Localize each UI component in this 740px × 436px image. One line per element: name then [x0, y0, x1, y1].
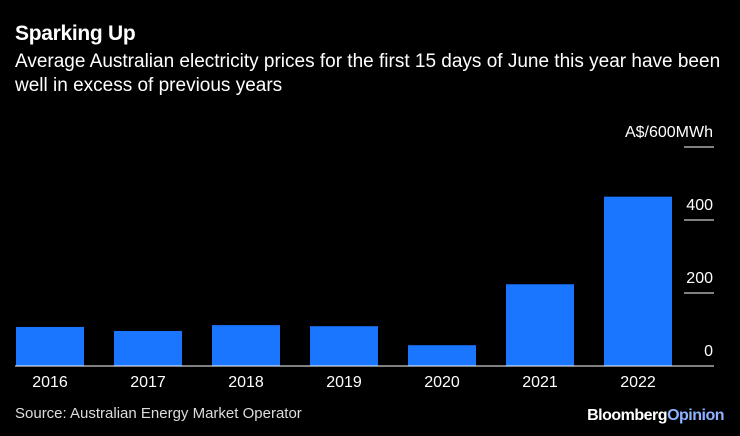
x-tick-label: 2021 — [522, 374, 558, 391]
brand: Bloomberg — [587, 407, 667, 424]
bar — [212, 325, 280, 366]
x-tick-label: 2020 — [424, 374, 460, 391]
x-tick-label: 2017 — [130, 374, 166, 391]
source: Source: Australian Energy Market Operato… — [15, 405, 302, 422]
x-tick-label: 2019 — [326, 374, 362, 391]
y-tick-label: 200 — [686, 270, 713, 287]
brand-logo: BloombergOpinion — [587, 407, 724, 424]
bar — [408, 345, 476, 366]
brand-suffix: Opinion — [667, 407, 724, 424]
bar — [16, 326, 84, 366]
x-tick-label: 2018 — [228, 374, 264, 391]
x-tick-label: 2016 — [32, 374, 68, 391]
bar — [114, 330, 182, 366]
y-tick-label: 400 — [686, 197, 713, 214]
chart-title: Sparking Up — [15, 22, 136, 45]
y-tick-label: 0 — [704, 343, 713, 360]
y-tick-label: A$/600MWh — [625, 124, 713, 141]
bar — [310, 326, 378, 366]
x-tick-label: 2022 — [620, 374, 656, 391]
bar — [604, 196, 672, 366]
bar — [506, 284, 574, 366]
chart-subtitle: Average Australian electricity prices fo… — [15, 51, 721, 96]
